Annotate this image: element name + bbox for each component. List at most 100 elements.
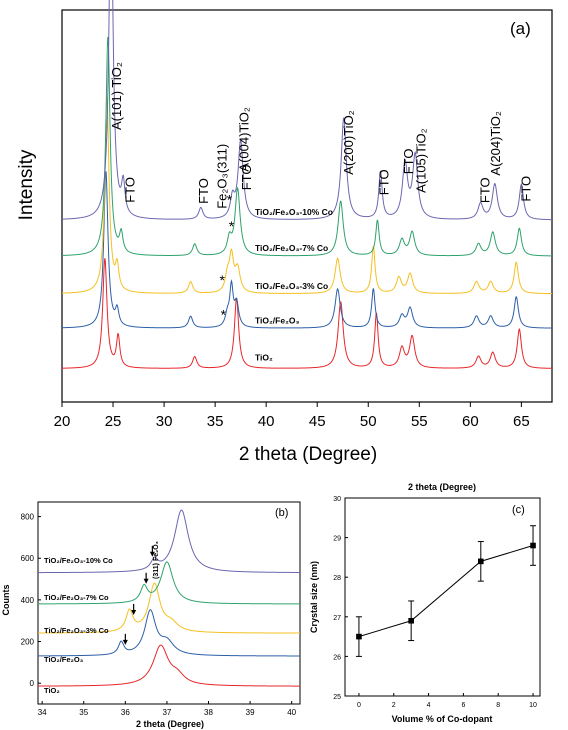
panel-b-y-tick-label: 600 [21, 554, 35, 563]
panel-a-x-tick-label: 40 [258, 413, 275, 430]
panel-a-x-ticks: 20 25 30 35 40 45 50 55 60 65 [54, 402, 530, 430]
panel-b-x-tick-label: 39 [246, 708, 255, 717]
panel-c-data-point [530, 542, 536, 549]
panel-b-arrow-head [122, 639, 128, 645]
panel-c-y-tick-label: 25 [333, 694, 341, 701]
panel-c-y-tick-label: 29 [333, 536, 341, 543]
panel-b-series-line-5 [38, 509, 300, 574]
panel-c-plot-frame [344, 497, 541, 697]
panel-c-y-tick-label: 28 [333, 575, 341, 582]
panel-a-x-tick-label: 60 [462, 413, 479, 430]
panel-a-series-label: TiO₂/Fe₂O₃-7% Co [255, 243, 328, 253]
panel-a-series [61, 0, 553, 369]
panel-c-x-axis-title: Volume % of Co-dopant [392, 714, 493, 724]
panel-b-x-tick-label: 35 [79, 708, 88, 717]
panel-b-y-tick-label: 200 [21, 638, 35, 647]
panel-b-y-tick-label: 0 [30, 679, 35, 688]
panel-a-series-labels: TiO₂/Fe₂O₃-10% Co TiO₂/Fe₂O₃-7% Co TiO₂/Fe… [255, 207, 333, 363]
panel-a-x-tick-label: 20 [54, 413, 71, 430]
panel-b-arrow-head [149, 551, 155, 557]
panel-c-data-point [478, 558, 484, 565]
panel-a-x-tick-label: 45 [309, 413, 326, 430]
panel-a-peak-label: FTO [122, 177, 137, 203]
panel-b-series-line-2 [38, 609, 300, 657]
panel-a-star-marker: * [220, 272, 226, 288]
panel-a-y-axis-title: Intensity [16, 149, 37, 220]
panel-b-y-tick-label: 400 [21, 596, 35, 605]
panel-a-series-label: TiO₂/Fe₂O₃ [255, 315, 299, 325]
panel-a-series-line-1 [62, 258, 553, 369]
panel-b-x-tick-label: 36 [121, 708, 130, 717]
panel-a-x-tick-label: 30 [156, 413, 173, 430]
panel-b-x-tick-label: 38 [204, 708, 213, 717]
panel-a-x-tick-label: 50 [360, 413, 377, 430]
panel-a-x-tick-label: 25 [105, 413, 122, 430]
panel-b-x-tick-label: 34 [38, 708, 47, 717]
panel-b-x-axis-title: 2 theta (Degree) [136, 719, 204, 729]
panel-c-ticks: 0 2 4 6 8 10 25 26 27 28 29 30 [333, 496, 537, 709]
panel-b-x-tick-label: 37 [162, 708, 171, 717]
panel-b-arrows [122, 545, 155, 645]
panel-a-series-label: TiO₂/Fe₂O₃-10% Co [255, 207, 333, 217]
panel-a-series-line-5 [61, 0, 552, 221]
panel-c-y-tick-label: 27 [333, 615, 341, 622]
panel-b-series [38, 509, 300, 687]
panel-b-y-tick-label: 800 [21, 513, 35, 522]
panel-a-series-line-2 [61, 171, 553, 329]
panel-b-series-label: TiO₂/Fe₂O₃-10% Co [44, 556, 113, 565]
panel-a-label: (a) [510, 19, 531, 38]
panel-c-data-point [356, 633, 362, 640]
panel-a-peak-label: FTO [239, 165, 254, 191]
panel-a-series-label: TiO₂/Fe₂O₃-3% Co [255, 281, 328, 291]
panel-c-connecting-line [358, 545, 534, 638]
panel-a-star-marker: * [229, 218, 235, 234]
panel-c-x-tick-label: 10 [529, 702, 537, 709]
panel-a-plot-frame [61, 9, 553, 403]
panel-b-series-line-3 [38, 582, 300, 634]
panel-b-series-label: TiO₂ [44, 686, 60, 695]
panel-c-data-point [408, 617, 414, 624]
panel-b-x-tick-label: 40 [287, 708, 296, 717]
panel-b-label: (b) [275, 507, 288, 519]
panel-a-peak-label: Fe₂O₃(311) [214, 144, 229, 209]
panel-a-star-marker: * [227, 191, 233, 207]
panel-b-plot-frame [37, 501, 301, 705]
panel-a-peak-label: A(204)TiO₂ [488, 111, 503, 176]
panel-a-peak-label: A(101) TiO₂ [109, 62, 124, 130]
panel-c-x-tick-label: 8 [496, 702, 500, 709]
panel-c-x-tick-label: 2 [392, 702, 396, 709]
panel-a-peak-label: A(105)TiO₂ [413, 128, 428, 193]
panel-b-series-label: TiO₂/Fe₂O₃-7% Co [44, 593, 109, 602]
panel-a-star-markers: * * * * [220, 191, 235, 322]
panel-a-series-label: TiO₂ [255, 353, 273, 363]
panel-a-x-tick-label: 35 [207, 413, 224, 430]
panel-c-x-tick-label: 4 [427, 702, 431, 709]
panel-a-peak-label: FTO [401, 149, 416, 175]
panel-a-x-tick-label: 55 [411, 413, 428, 430]
panel-b-series-line-1 [38, 644, 300, 687]
panel-c-title: 2 theta (Degree) [408, 482, 476, 492]
panel-c-y-tick-label: 30 [333, 496, 341, 503]
panel-b-series-line-4 [38, 561, 300, 605]
panel-a-peak-label: FTO [519, 176, 534, 202]
panel-c-y-axis-title: Crystal size (nm) [309, 561, 319, 633]
panel-a-series-line-4 [61, 36, 553, 257]
panel-a-peak-label: FTO [377, 169, 392, 195]
panel-c-crystal-size: 0 2 4 6 8 10 25 26 27 28 29 30 (c) 2 theta (Degree)… [309, 482, 541, 724]
panel-c-data [355, 525, 537, 657]
panel-a-x-axis-title: 2 theta (Degree) [239, 444, 377, 465]
panel-a-star-marker: * [221, 307, 227, 323]
panel-b-series-label: TiO₂/Fe₂O₃ [44, 655, 84, 664]
panel-b-series-label: TiO₂/Fe₂O₃-3% Co [44, 626, 109, 635]
panel-a-peak-label: FTO [478, 177, 493, 203]
panel-b-annotation: (311) Fe₂O₃ [153, 541, 160, 579]
panel-a-series-line-3 [61, 96, 553, 295]
panel-c-x-tick-label: 0 [357, 702, 361, 709]
panel-c-label: (c) [512, 504, 525, 516]
panel-a-peak-label: FTO [196, 178, 211, 204]
